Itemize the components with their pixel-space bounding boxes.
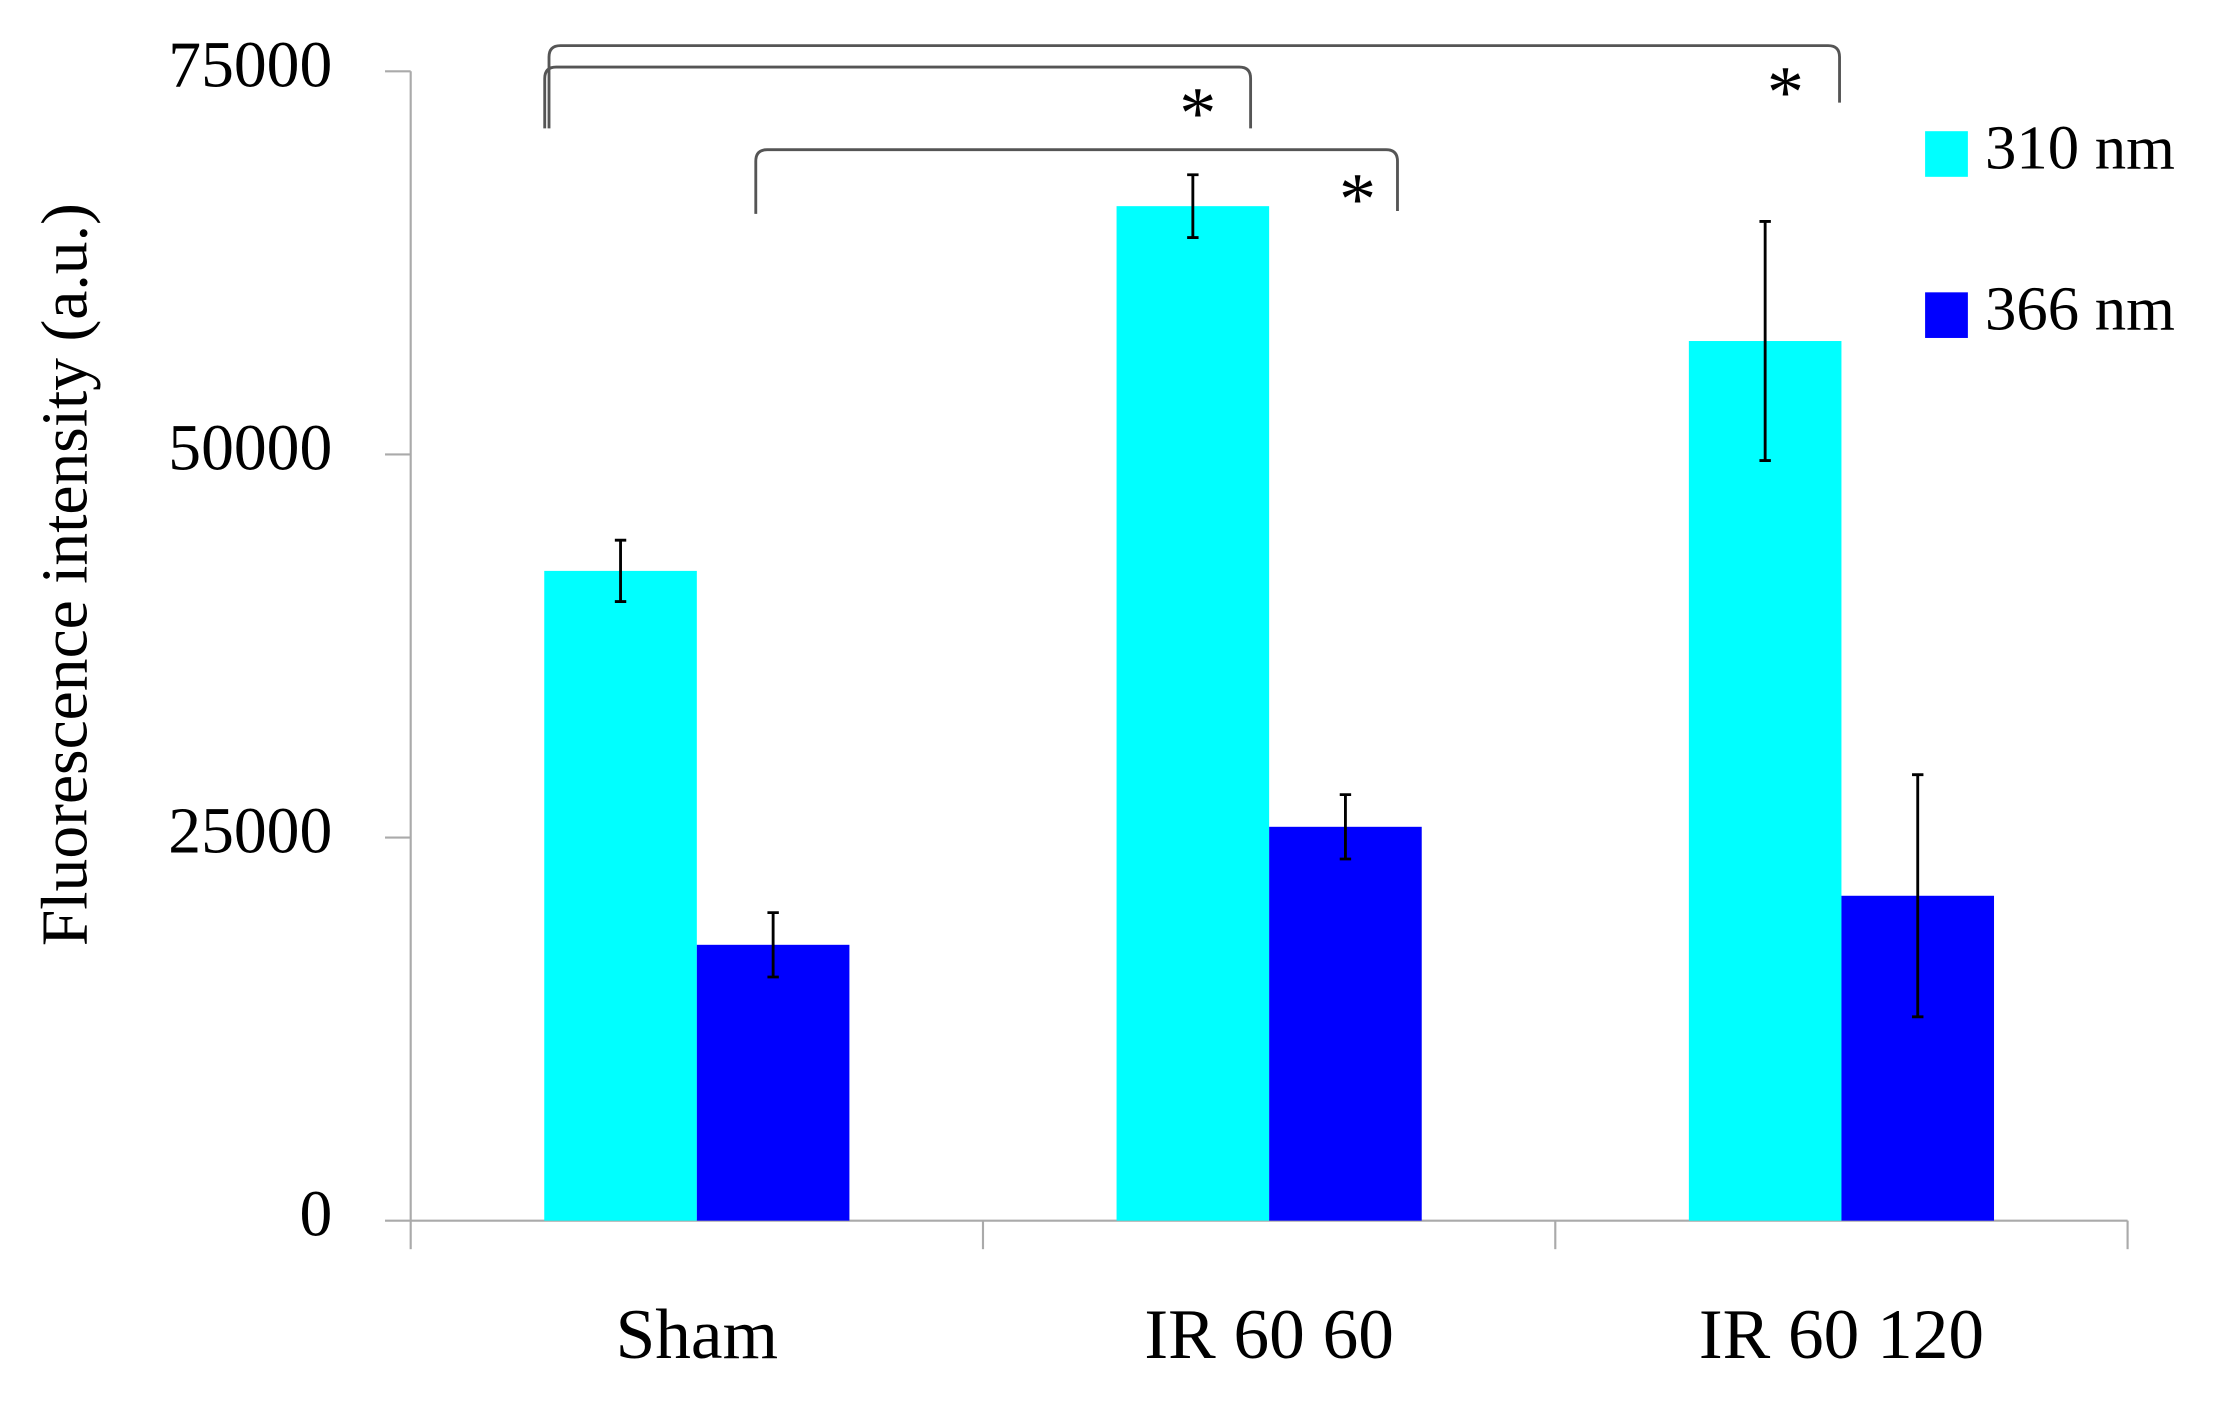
y-axis-label: Fluorescence intensity (a.u.)	[29, 203, 101, 946]
y-tick-label: 25000	[168, 796, 332, 868]
legend-label: 366 nm	[1985, 274, 2175, 344]
error-bar	[1912, 773, 1924, 1019]
bar	[1269, 826, 1422, 1221]
bar	[696, 944, 850, 1221]
bar	[1116, 206, 1270, 1221]
legend-swatch	[1925, 292, 1968, 338]
error-bar	[1759, 220, 1771, 462]
error-bar	[767, 911, 779, 979]
error-bar	[1339, 793, 1352, 861]
significance-bracket	[754, 148, 1399, 214]
x-tick-label: IR 60 60	[1144, 1295, 1394, 1374]
y-tick-label: 0	[299, 1179, 332, 1251]
significance-marker: *	[1179, 73, 1216, 155]
legend-label: 310 nm	[1985, 112, 2175, 182]
bar	[544, 570, 697, 1221]
y-tick-label: 50000	[168, 412, 332, 484]
y-tick-label: 75000	[168, 29, 332, 101]
legend-swatch	[1925, 131, 1968, 177]
x-tick-label: IR 60 120	[1699, 1295, 1984, 1374]
plot-area: Fluorescence intensity (a.u.) 0 25000 5000…	[29, 29, 2175, 1374]
significance-marker: *	[1767, 52, 1804, 134]
significance-bracket	[543, 65, 1253, 129]
significance-bracket	[547, 44, 1841, 129]
error-bar	[614, 538, 627, 603]
error-bar	[1187, 173, 1199, 239]
significance-marker: *	[1339, 159, 1376, 241]
bar	[1688, 341, 1842, 1221]
x-tick-label: Sham	[616, 1295, 778, 1374]
